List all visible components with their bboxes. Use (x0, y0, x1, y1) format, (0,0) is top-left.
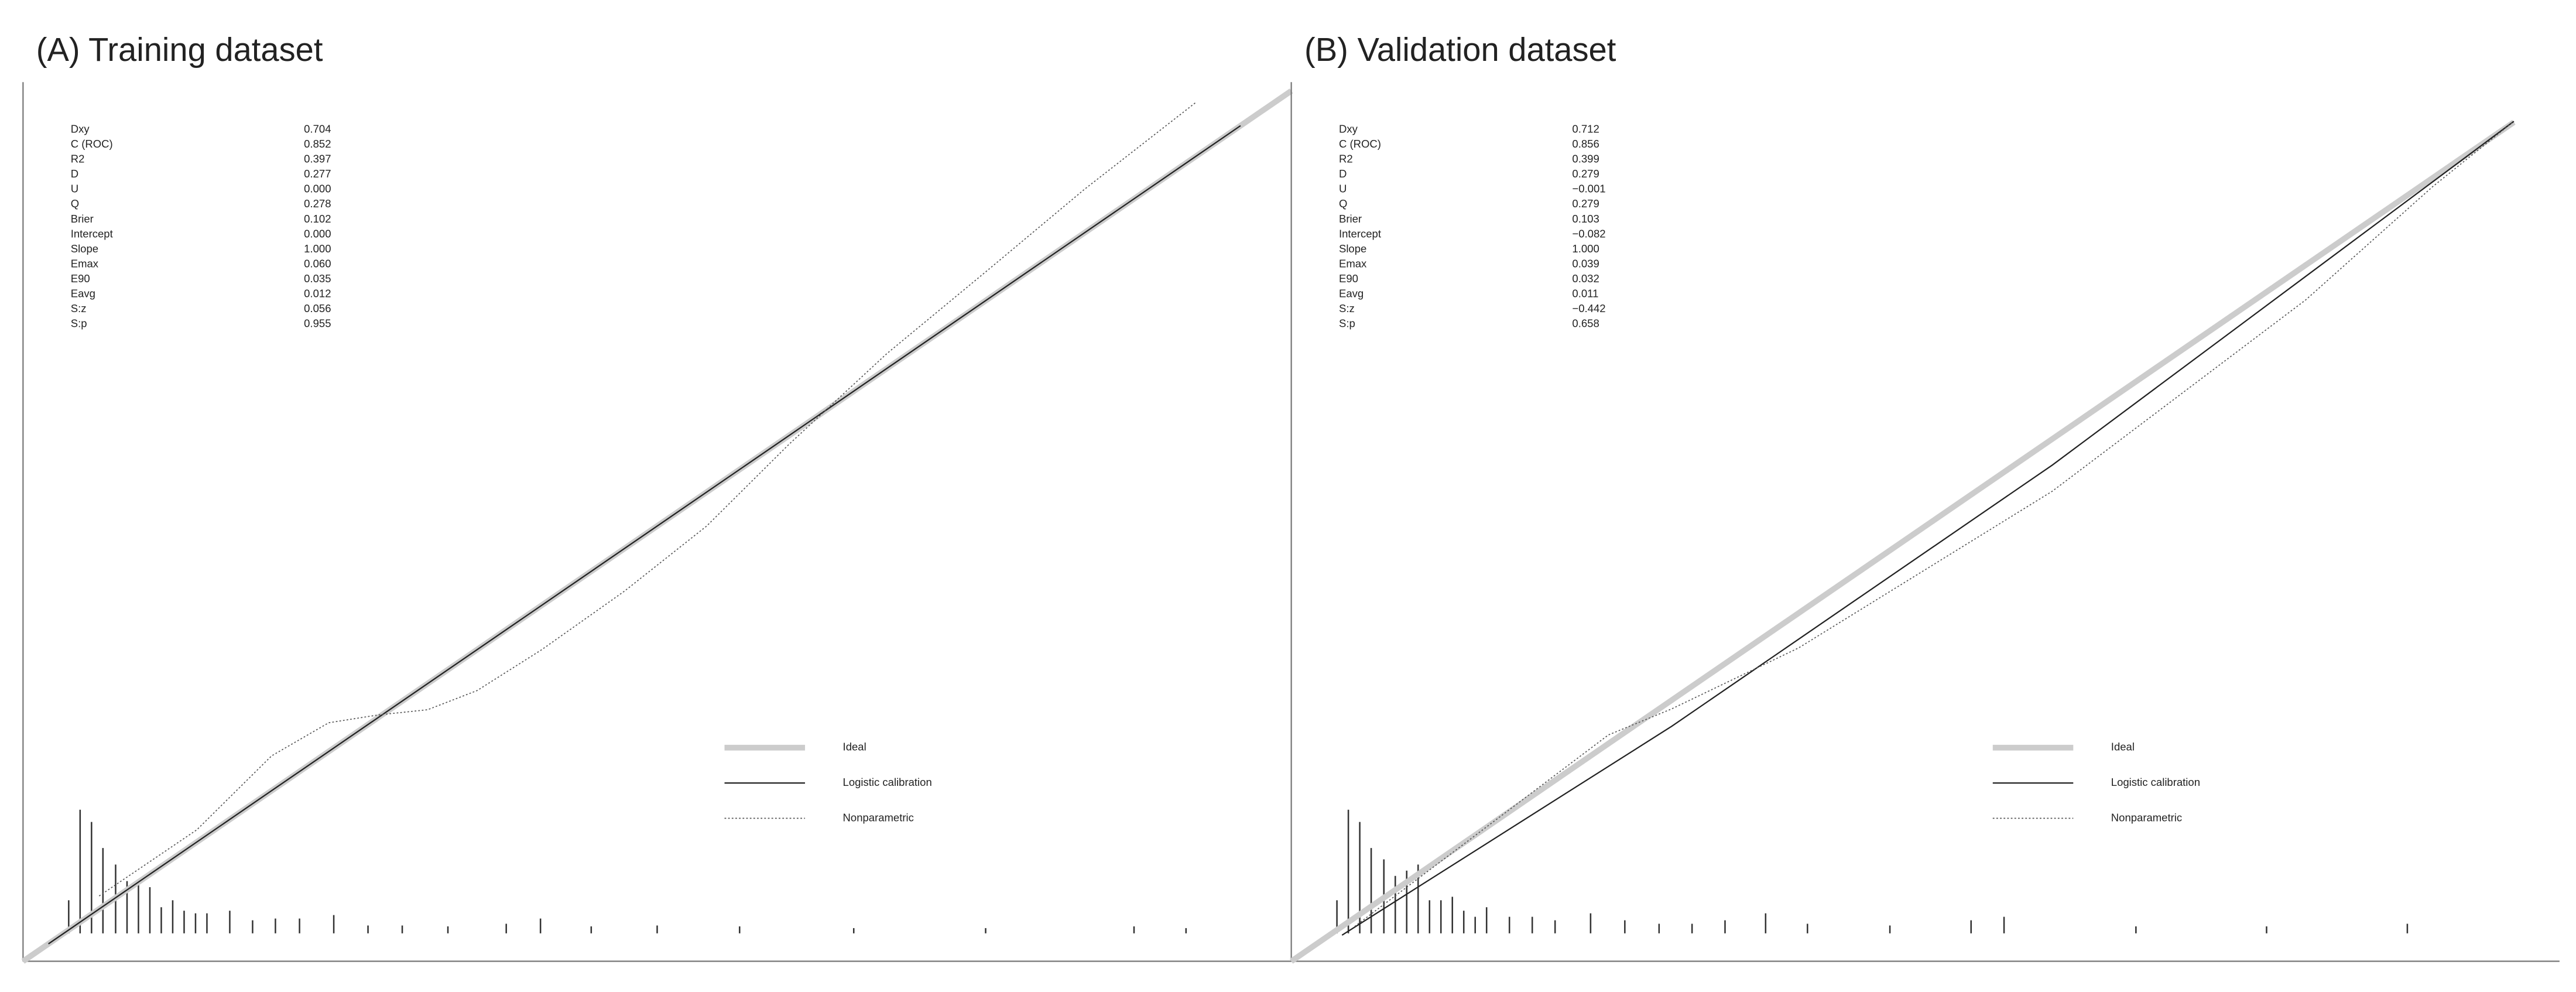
stat-value: 0.103 (1572, 213, 1599, 225)
stat-label: C (ROC) (1339, 138, 1381, 150)
stat-value: 0.012 (304, 287, 331, 299)
stat-label: R2 (71, 153, 85, 165)
series-line (1341, 121, 2515, 936)
stat-value: 1.000 (304, 242, 331, 255)
stat-value: 0.955 (304, 317, 331, 330)
stat-value: 0.399 (1572, 153, 1599, 165)
stat-value: 0.856 (1572, 138, 1599, 150)
stat-value: 1.000 (1572, 242, 1599, 255)
series-line (1289, 119, 2516, 964)
stat-label: Dxy (1339, 123, 1358, 135)
stat-label: Slope (71, 242, 98, 255)
legend-label: Nonparametric (843, 811, 914, 823)
stat-label: Brier (1339, 213, 1362, 225)
stat-value: 0.704 (304, 123, 331, 135)
stat-label: Eavg (71, 287, 95, 299)
series-line (1354, 121, 2515, 927)
stat-value: 0.397 (304, 153, 331, 165)
legend-label: Nonparametric (2111, 811, 2182, 823)
panel-title: (A) Training dataset (36, 31, 323, 68)
stat-label: Emax (1339, 257, 1367, 269)
stat-label: Q (71, 197, 79, 210)
stat-value: 0.277 (304, 167, 331, 180)
stat-value: 0.060 (304, 257, 331, 269)
stat-label: R2 (1339, 153, 1353, 165)
stat-label: Emax (71, 257, 99, 269)
stat-label: U (71, 183, 78, 195)
stat-value: 0.000 (304, 183, 331, 195)
stat-value: 0.279 (1572, 167, 1599, 180)
stat-value: 0.102 (304, 213, 331, 225)
stat-value: 0.852 (304, 138, 331, 150)
legend-label: Logistic calibration (2111, 776, 2200, 788)
stat-label: S:z (71, 302, 87, 314)
stat-value: 0.056 (304, 302, 331, 314)
stat-label: C (ROC) (71, 138, 113, 150)
stat-label: Intercept (1339, 227, 1381, 240)
stat-value: 0.278 (304, 197, 331, 210)
stat-label: Brier (71, 213, 94, 225)
stat-label: E90 (71, 272, 90, 285)
stat-label: D (71, 167, 78, 180)
stat-label: Eavg (1339, 287, 1364, 299)
stat-value: 0.011 (1572, 287, 1598, 299)
stat-value: −0.001 (1572, 183, 1605, 195)
stat-value: −0.082 (1572, 227, 1605, 240)
stat-value: 0.712 (1572, 123, 1599, 135)
stat-value: 0.039 (1572, 257, 1599, 269)
stat-label: Q (1339, 197, 1347, 210)
stat-value: 0.032 (1572, 272, 1599, 285)
stat-label: S:p (71, 317, 87, 330)
stat-label: U (1339, 183, 1347, 195)
legend-label: Logistic calibration (843, 776, 932, 788)
series-line (48, 125, 1241, 945)
stat-value: 0.000 (304, 227, 331, 240)
stat-value: −0.442 (1572, 302, 1605, 314)
stat-label: D (1339, 167, 1347, 180)
stat-value: 0.658 (1572, 317, 1599, 330)
panel-title: (B) Validation dataset (1304, 31, 1616, 68)
stat-value: 0.035 (304, 272, 331, 285)
stat-label: Dxy (71, 123, 90, 135)
legend-label: Ideal (843, 741, 866, 753)
stat-label: E90 (1339, 272, 1358, 285)
stat-label: S:p (1339, 317, 1355, 330)
stat-label: Intercept (71, 227, 113, 240)
legend-label: Ideal (2111, 741, 2135, 753)
stat-label: Slope (1339, 242, 1366, 255)
stat-label: S:z (1339, 302, 1355, 314)
series-line (98, 101, 1197, 897)
stat-value: 0.279 (1572, 197, 1599, 210)
